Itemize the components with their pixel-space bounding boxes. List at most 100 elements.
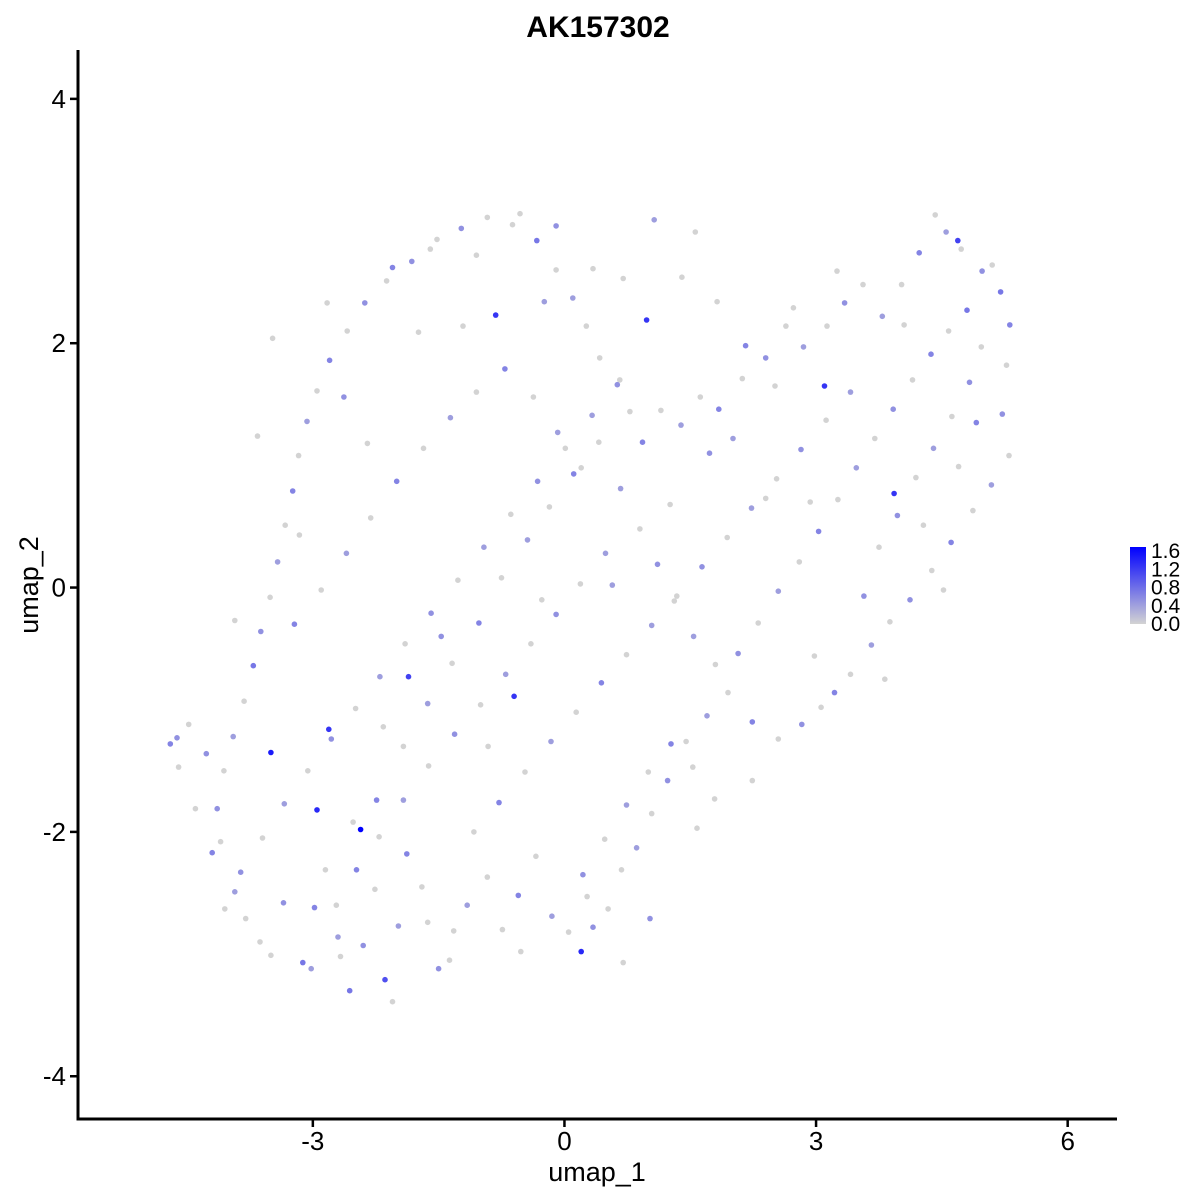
data-point [352,705,359,712]
data-point [324,300,330,306]
x-axis-title: umap_1 [548,1157,646,1187]
data-point [749,777,756,784]
legend-labels: 1.61.20.80.40.0 [1151,540,1181,636]
data-point [380,724,387,730]
data-point [821,383,828,389]
data-point [268,952,274,959]
data-point [308,965,315,972]
data-point [882,676,888,682]
data-point [596,439,602,446]
data-point [654,561,661,568]
data-point [999,411,1006,417]
data-point [209,849,215,856]
data-point [515,892,522,899]
data-point [451,731,458,737]
data-point [222,906,228,912]
data-point [291,621,298,627]
data-point [997,289,1004,295]
data-point [357,826,364,833]
data-point [901,322,907,328]
data-point [434,236,440,243]
data-point [214,805,220,812]
data-point [748,505,755,511]
data-point [534,237,540,244]
data-point [674,593,680,599]
data-point [916,250,922,256]
data-point [460,323,466,329]
data-point [651,217,657,223]
data-point [932,212,938,218]
data-point [446,957,453,963]
y-tick-label: 0 [52,573,66,603]
data-point [639,439,646,446]
data-point [775,588,782,594]
data-point [824,323,830,329]
data-point [402,641,408,647]
data-point [762,495,769,502]
data-point [989,262,995,268]
data-point [583,323,590,329]
data-point [671,598,678,604]
data-point [692,229,699,235]
data-point [230,733,236,740]
data-point [295,452,302,459]
data-point [898,281,905,288]
data-point [570,471,577,477]
data-point [242,915,249,922]
data-point [496,799,502,806]
data-point [282,522,289,528]
data-point [326,357,333,364]
data-point [879,313,886,320]
data-point [570,295,576,301]
data-point [667,501,673,508]
data-point [393,478,400,485]
data-point [217,838,224,845]
data-point [427,246,434,252]
data-point [589,412,595,419]
data-point [259,835,266,841]
data-point [232,889,238,895]
data-point [988,482,995,488]
data-point [174,735,180,741]
data-point [447,414,454,421]
data-point [458,225,465,232]
data-point [930,445,937,452]
data-point [539,597,545,603]
data-point [590,265,596,272]
data-point [314,388,320,394]
data-point [425,763,432,769]
data-point [580,871,586,878]
data-point [553,611,559,618]
data-point [578,948,584,955]
data-point [948,539,954,546]
data-point [237,869,244,875]
data-point [739,375,746,382]
data-point [464,902,471,908]
data-point [796,559,803,565]
data-point [704,713,710,719]
data-point [471,829,477,835]
data-point [711,796,718,802]
data-point [232,617,238,624]
x-tick-label: -3 [301,1126,324,1156]
data-point [376,834,382,840]
data-point [372,886,378,893]
data-point [337,953,344,960]
data-point [940,587,947,593]
data-point [435,965,442,972]
data-point [783,323,789,329]
data-point [415,329,422,336]
legend-break-label: 0.0 [1151,613,1180,636]
data-point [620,275,626,282]
data-point [509,221,516,228]
data-point [966,379,973,386]
data-point [534,478,541,485]
data-point [565,929,572,935]
data-point [775,736,782,742]
data-point [405,673,412,680]
data-point [920,522,927,528]
data-point [664,777,671,784]
data-point [596,355,603,361]
data-point [697,394,704,400]
data-point [424,919,431,926]
